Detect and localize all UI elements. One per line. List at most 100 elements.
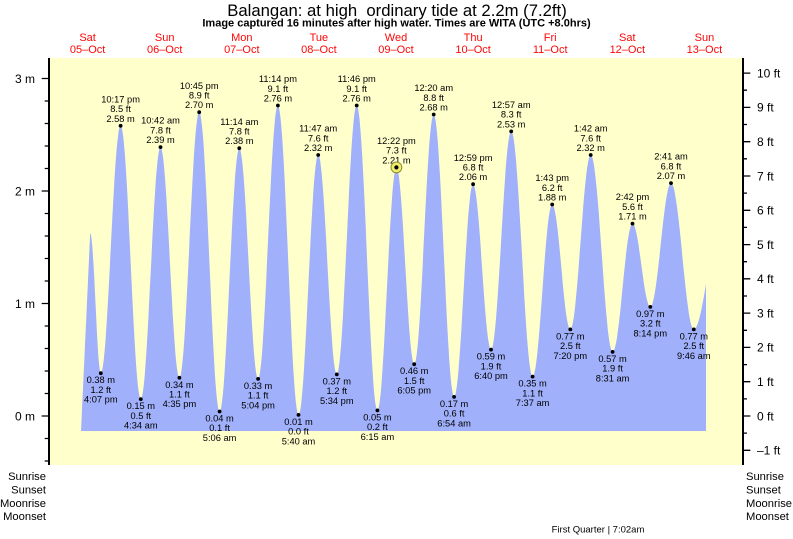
svg-text:2.58 m: 2.58 m — [106, 114, 135, 124]
svg-text:2.32 m: 2.32 m — [576, 143, 605, 153]
svg-text:1.1 ft: 1.1 ft — [522, 388, 543, 398]
svg-text:First Quarter | 7:02am: First Quarter | 7:02am — [552, 525, 645, 536]
svg-text:7 ft: 7 ft — [757, 169, 774, 183]
svg-text:5 ft: 5 ft — [757, 238, 774, 252]
svg-text:9.1 ft: 9.1 ft — [268, 84, 289, 94]
svg-text:0.77 m: 0.77 m — [556, 331, 585, 341]
svg-text:7.3 ft: 7.3 ft — [386, 146, 407, 156]
svg-text:8.9 ft: 8.9 ft — [189, 91, 210, 101]
svg-text:2 m: 2 m — [15, 184, 35, 198]
svg-text:7.6 ft: 7.6 ft — [308, 133, 329, 143]
svg-text:2.06 m: 2.06 m — [459, 172, 488, 182]
svg-text:2.21 m: 2.21 m — [382, 155, 411, 165]
svg-text:2.5 ft: 2.5 ft — [560, 341, 581, 351]
svg-text:0.38 m: 0.38 m — [87, 375, 116, 385]
svg-text:0.57 m: 0.57 m — [598, 354, 627, 364]
svg-text:6.8 ft: 6.8 ft — [463, 163, 484, 173]
svg-text:0.0 ft: 0.0 ft — [288, 427, 309, 437]
svg-text:12:57 am: 12:57 am — [492, 100, 531, 110]
svg-text:0.59 m: 0.59 m — [477, 352, 506, 362]
svg-text:12:59 pm: 12:59 pm — [454, 153, 493, 163]
svg-text:4:34 am: 4:34 am — [124, 421, 158, 431]
svg-text:1.2 ft: 1.2 ft — [326, 386, 347, 396]
svg-text:0 m: 0 m — [15, 409, 35, 423]
svg-text:1:42 am: 1:42 am — [574, 124, 608, 134]
svg-text:5:34 pm: 5:34 pm — [320, 396, 354, 406]
svg-text:1 ft: 1 ft — [757, 375, 774, 389]
svg-text:6.8 ft: 6.8 ft — [661, 161, 682, 171]
svg-text:–1 ft: –1 ft — [757, 444, 781, 458]
svg-text:11:14 pm: 11:14 pm — [259, 74, 297, 84]
svg-text:9.1 ft: 9.1 ft — [346, 84, 367, 94]
svg-text:0.5 ft: 0.5 ft — [130, 411, 151, 421]
svg-text:09–Oct: 09–Oct — [378, 44, 413, 56]
svg-text:8.3 ft: 8.3 ft — [501, 110, 522, 120]
svg-text:08–Oct: 08–Oct — [301, 44, 336, 56]
svg-text:Moonset: Moonset — [746, 511, 790, 523]
svg-text:Wed: Wed — [385, 32, 407, 44]
svg-text:5.6 ft: 5.6 ft — [622, 202, 643, 212]
svg-text:2.53 m: 2.53 m — [497, 119, 526, 129]
svg-text:11:47 am: 11:47 am — [299, 124, 337, 134]
svg-text:2:42 pm: 2:42 pm — [616, 192, 650, 202]
svg-text:6:54 am: 6:54 am — [437, 418, 471, 428]
svg-text:0.35 m: 0.35 m — [518, 379, 547, 389]
svg-text:0.46 m: 0.46 m — [400, 366, 429, 376]
svg-text:7.8 ft: 7.8 ft — [150, 125, 171, 135]
svg-text:8.5 ft: 8.5 ft — [110, 104, 131, 114]
svg-text:10–Oct: 10–Oct — [455, 44, 490, 56]
svg-text:0.15 m: 0.15 m — [127, 401, 156, 411]
svg-text:1.1 ft: 1.1 ft — [248, 391, 269, 401]
svg-text:3 ft: 3 ft — [757, 306, 774, 320]
svg-text:Thu: Thu — [464, 32, 483, 44]
svg-text:6.2 ft: 6.2 ft — [542, 183, 563, 193]
svg-text:9 ft: 9 ft — [757, 101, 774, 115]
svg-text:11:46 pm: 11:46 pm — [338, 74, 376, 84]
svg-text:1.5 ft: 1.5 ft — [404, 376, 425, 386]
svg-text:06–Oct: 06–Oct — [147, 44, 182, 56]
svg-text:0 ft: 0 ft — [757, 409, 774, 423]
svg-text:8 ft: 8 ft — [757, 135, 774, 149]
svg-text:0.1 ft: 0.1 ft — [209, 423, 230, 433]
svg-text:0.34 m: 0.34 m — [165, 380, 194, 390]
svg-text:7:37 am: 7:37 am — [516, 398, 550, 408]
svg-text:10 ft: 10 ft — [757, 66, 781, 80]
svg-text:0.97 m: 0.97 m — [636, 309, 665, 319]
svg-text:0.6 ft: 0.6 ft — [444, 409, 465, 419]
svg-text:6:15 am: 6:15 am — [361, 432, 395, 442]
svg-text:12:22 pm: 12:22 pm — [377, 136, 416, 146]
svg-text:6 ft: 6 ft — [757, 204, 774, 218]
svg-text:Balangan: at high ordinary ti: Balangan: at high ordinary tide at 2.2m … — [227, 1, 567, 20]
svg-text:0.77 m: 0.77 m — [680, 331, 709, 341]
svg-text:6:05 pm: 6:05 pm — [397, 386, 431, 396]
svg-text:5:06 am: 5:06 am — [203, 433, 237, 443]
svg-text:2 ft: 2 ft — [757, 341, 774, 355]
svg-text:Moonrise: Moonrise — [0, 498, 46, 510]
svg-text:8:14 pm: 8:14 pm — [634, 328, 668, 338]
svg-text:05–Oct: 05–Oct — [70, 44, 105, 56]
svg-text:2.39 m: 2.39 m — [146, 135, 175, 145]
svg-text:Fri: Fri — [544, 32, 557, 44]
svg-text:Sat: Sat — [79, 32, 96, 44]
svg-text:12–Oct: 12–Oct — [610, 44, 645, 56]
svg-text:2.32 m: 2.32 m — [304, 143, 333, 153]
svg-text:Image captured 16 minutes afte: Image captured 16 minutes after high wat… — [202, 18, 591, 30]
svg-text:1.88 m: 1.88 m — [538, 193, 567, 203]
svg-text:2.5 ft: 2.5 ft — [683, 341, 704, 351]
svg-text:Sun: Sun — [695, 32, 715, 44]
svg-text:0.17 m: 0.17 m — [440, 399, 469, 409]
svg-text:1:43 pm: 1:43 pm — [535, 173, 569, 183]
svg-text:12:20 am: 12:20 am — [414, 83, 453, 93]
svg-text:0.37 m: 0.37 m — [323, 376, 352, 386]
svg-text:1.9 ft: 1.9 ft — [602, 364, 623, 374]
svg-text:11–Oct: 11–Oct — [533, 44, 568, 56]
svg-text:9:46 am: 9:46 am — [677, 351, 711, 361]
svg-text:10:17 pm: 10:17 pm — [101, 94, 140, 104]
svg-text:3.2 ft: 3.2 ft — [640, 319, 661, 329]
svg-text:2.76 m: 2.76 m — [264, 94, 293, 104]
svg-text:5:04 pm: 5:04 pm — [241, 400, 275, 410]
svg-text:Sunset: Sunset — [746, 484, 782, 496]
svg-text:0.33 m: 0.33 m — [244, 381, 273, 391]
svg-text:4:35 pm: 4:35 pm — [163, 399, 197, 409]
svg-text:1.9 ft: 1.9 ft — [481, 361, 502, 371]
